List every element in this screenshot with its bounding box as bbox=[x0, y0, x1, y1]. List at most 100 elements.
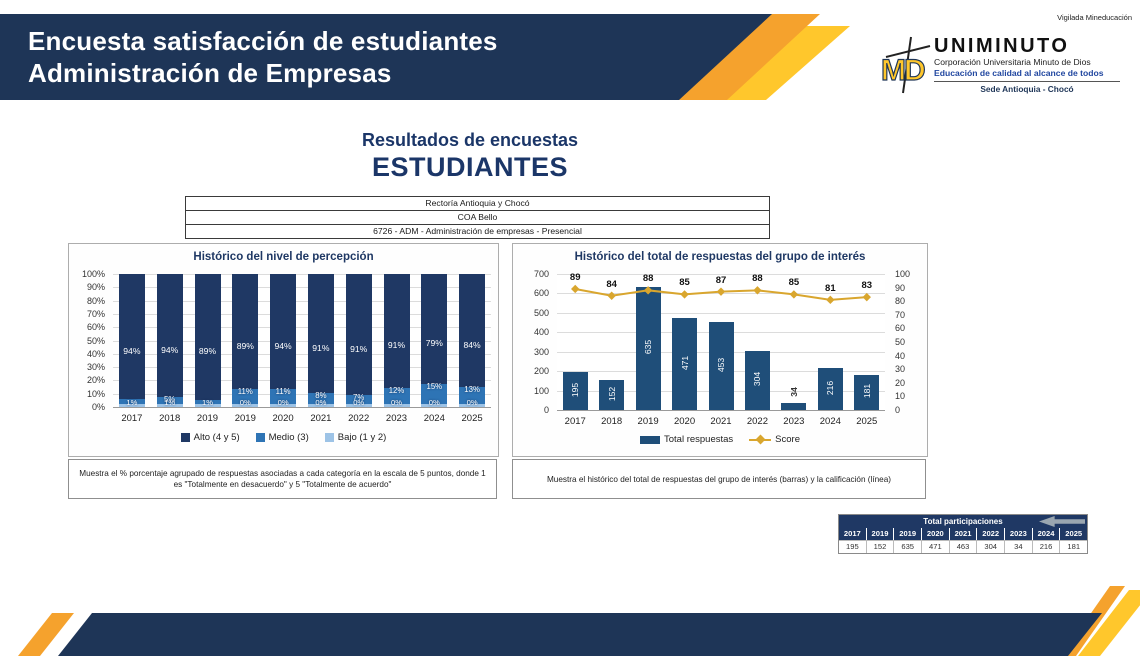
gridline bbox=[113, 407, 491, 408]
bar-segment-bajo bbox=[383, 404, 410, 407]
info-row-programa: 6726 - ADM - Administración de empresas … bbox=[373, 226, 582, 236]
responses-xaxis: 2017 2018 2019 2020 2021 2022 2023 2024 2025 bbox=[557, 414, 885, 427]
left-axis-tick-label: 100 bbox=[533, 385, 549, 396]
participation-year: 2025 bbox=[1060, 528, 1088, 540]
left-axis-tick-label: 600 bbox=[533, 288, 549, 299]
medio-percentage-label: 12% bbox=[388, 386, 405, 395]
gridline bbox=[113, 380, 491, 382]
score-marker-icon bbox=[680, 290, 689, 299]
x-axis-year-label: 2017 bbox=[121, 413, 143, 424]
header-title-line1: Encuesta satisfacción de estudiantes bbox=[28, 26, 498, 56]
bajo-percentage-label: 1% bbox=[164, 398, 176, 407]
x-axis-year-label: 2019 bbox=[637, 416, 659, 427]
legend-label-medio: Medio (3) bbox=[268, 432, 309, 443]
legend-item-alto: Alto (4 y 5) bbox=[180, 432, 240, 443]
x-axis-year-label: 2024 bbox=[423, 413, 445, 424]
gridline bbox=[557, 274, 885, 275]
score-line bbox=[571, 284, 871, 305]
total-respuestas-bar bbox=[562, 372, 588, 410]
gridline bbox=[113, 393, 491, 395]
x-axis-year-label: 2021 bbox=[710, 416, 732, 427]
participation-value: 34 bbox=[1005, 540, 1033, 553]
score-marker-icon bbox=[789, 290, 799, 299]
participation-value: 463 bbox=[949, 540, 978, 553]
participation-value: 471 bbox=[922, 540, 950, 553]
total-respuestas-bar bbox=[708, 321, 734, 410]
bajo-percentage-label: 0% bbox=[315, 398, 327, 407]
bar-segment-medio bbox=[421, 384, 448, 404]
participation-year: 2024 bbox=[1032, 528, 1061, 540]
bajo-percentage-label: 0% bbox=[239, 398, 251, 407]
left-axis-tick-label: 700 bbox=[533, 269, 549, 279]
x-axis-year-label: 2020 bbox=[673, 416, 696, 427]
responses-chart-panel: Histórico del total de respuestas del gr… bbox=[512, 243, 928, 457]
brand-subtitle: Corporación Universitaria Minuto de Dios bbox=[934, 57, 1091, 67]
x-axis-year-label: 2024 bbox=[819, 416, 841, 427]
score-marker-icon bbox=[716, 287, 726, 296]
gridline bbox=[113, 313, 491, 315]
responses-chart-title: Histórico del total de respuestas del gr… bbox=[574, 251, 866, 263]
gridline bbox=[113, 340, 491, 342]
alto-percentage-label: 94% bbox=[161, 344, 179, 355]
bar-segment-alto bbox=[421, 274, 448, 384]
participation-value: 152 bbox=[866, 540, 895, 553]
responses-legend: Total respuestas Score bbox=[513, 434, 927, 445]
medio-percentage-label: 5% bbox=[164, 395, 176, 404]
alto-percentage-label: 89% bbox=[236, 340, 254, 351]
legend-label-alto: Alto (4 y 5) bbox=[193, 432, 240, 443]
x-axis-year-label: 2019 bbox=[234, 413, 256, 424]
svg-text:MD: MD bbox=[881, 54, 925, 87]
info-row-coa: COA Bello bbox=[186, 211, 769, 225]
header-title: Encuesta satisfacción de estudiantes Adm… bbox=[28, 25, 498, 89]
x-axis-year-label: 2017 bbox=[564, 416, 586, 427]
participations-years-row: 2017 2019 2019 2020 2021 2022 2023 2024 … bbox=[839, 528, 1088, 540]
bar-segment-alto bbox=[118, 274, 145, 399]
score-marker-icon bbox=[753, 286, 762, 295]
participation-value: 216 bbox=[1032, 540, 1061, 553]
x-axis-year-label: 2023 bbox=[783, 416, 805, 427]
left-axis-tick-label: 500 bbox=[533, 307, 549, 318]
header-title-line2: Administración de Empresas bbox=[28, 58, 392, 88]
perception-caption: Muestra el % porcentaje agrupado de resp… bbox=[68, 459, 497, 499]
perception-xaxis: 2017 2018 2019 2019 2020 2021 2022 2023 2024 2025 bbox=[113, 411, 491, 424]
y-tick-label: 90% bbox=[86, 282, 105, 293]
participation-year: 2017 bbox=[839, 528, 867, 540]
info-row-rectoria: Rectoría Antioquia y Chocó bbox=[186, 197, 769, 211]
legend-label-total-respuestas: Total respuestas bbox=[663, 434, 734, 445]
score-point-label: 88 bbox=[752, 273, 763, 285]
bar-segment-medio bbox=[156, 397, 183, 404]
gridline bbox=[113, 353, 491, 355]
bajo-percentage-label: 1% bbox=[202, 398, 213, 407]
alto-percentage-label: 79% bbox=[425, 338, 443, 348]
medio-percentage-label: 11% bbox=[237, 387, 253, 396]
legend-label-bajo: Bajo (1 y 2) bbox=[337, 432, 387, 443]
y-tick-label: 80% bbox=[86, 295, 105, 306]
responses-right-axis: 100 90 80 70 60 50 40 30 20 10 0 bbox=[891, 269, 921, 415]
y-tick-label: 70% bbox=[86, 308, 105, 319]
alto-percentage-label: 94% bbox=[274, 340, 292, 351]
perception-plot: 94% 1% 94% 5% 1% 89% 1% 89% 11% 0% 94% 11% 0% 91% 8% 0%… bbox=[113, 274, 491, 408]
x-axis-year-label: 2022 bbox=[746, 416, 768, 427]
participation-year: 2021 bbox=[949, 528, 978, 540]
bajo-percentage-label: 0% bbox=[277, 398, 289, 407]
bajo-percentage-label: 0% bbox=[353, 398, 365, 407]
participation-year: 2023 bbox=[1005, 528, 1033, 540]
y-tick-label: 100% bbox=[81, 269, 105, 279]
brand-name: UNIMINUTO bbox=[934, 35, 1070, 57]
participations-title-row: Total participaciones bbox=[839, 515, 1087, 528]
right-axis-tick-label: 20 bbox=[895, 377, 906, 388]
gridline bbox=[113, 327, 491, 329]
total-respuestas-bar bbox=[635, 286, 661, 410]
medio-percentage-label: 8% bbox=[315, 391, 327, 400]
page-title-line2: ESTUDIANTES bbox=[371, 152, 569, 182]
participation-value: 195 bbox=[839, 540, 867, 553]
medio-percentage-label: 15% bbox=[426, 382, 443, 391]
x-axis-year-label: 2025 bbox=[461, 413, 483, 424]
medio-percentage-label: 11% bbox=[275, 387, 291, 396]
score-point-label: 88 bbox=[642, 273, 654, 285]
total-respuestas-bar bbox=[817, 368, 843, 410]
legend-item-score: Score bbox=[749, 434, 800, 445]
right-axis-tick-label: 60 bbox=[895, 323, 906, 334]
score-marker-icon bbox=[607, 291, 616, 300]
